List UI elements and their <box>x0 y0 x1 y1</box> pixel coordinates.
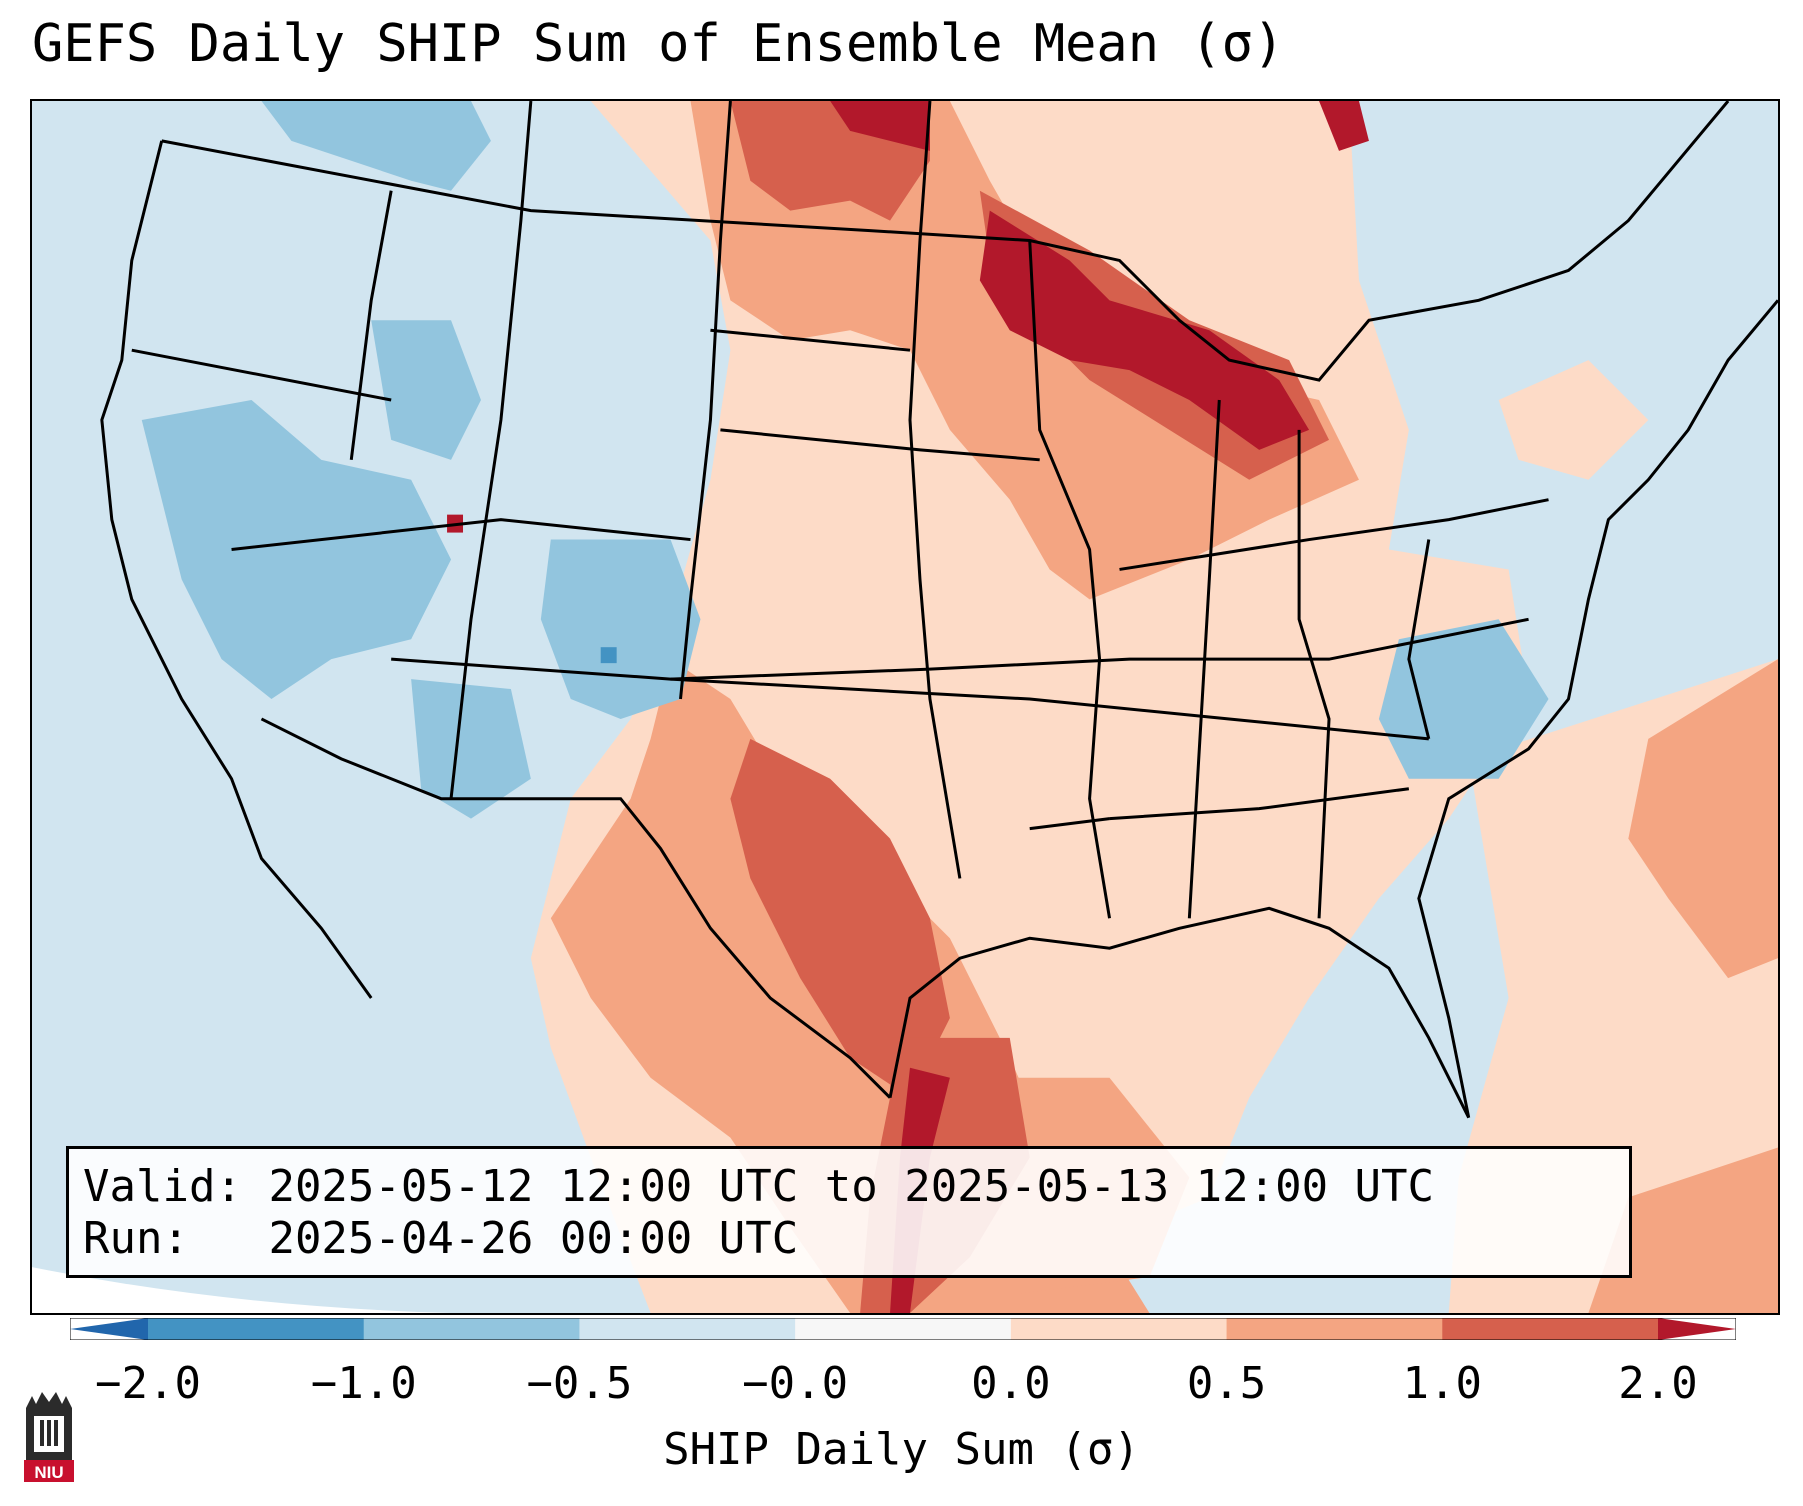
logo-text: NIU <box>34 1463 63 1482</box>
valid-time-range: 2025-05-12 12:00 UTC to 2025-05-13 12:00… <box>268 1161 1435 1212</box>
colorbar-tick-label: 0.5 <box>1186 1358 1267 1409</box>
colorbar-segment <box>1442 1318 1659 1340</box>
colorbar-tick-label: −0.0 <box>742 1358 849 1409</box>
map-panel <box>30 99 1780 1315</box>
colorbar-tick-label: −1.0 <box>310 1358 417 1409</box>
valid-label: Valid: <box>83 1161 242 1212</box>
page-title: GEFS Daily SHIP Sum of Ensemble Mean (σ) <box>32 14 1285 74</box>
run-time: 2025-04-26 00:00 UTC <box>268 1213 799 1264</box>
colorbar-segment <box>579 1318 796 1340</box>
colorbar-tick-label: −2.0 <box>95 1358 201 1409</box>
colorbar-tick-label: −0.5 <box>526 1358 633 1409</box>
colorbar-label: SHIP Daily Sum (σ) <box>663 1424 1140 1475</box>
outside-domain-area <box>32 1267 452 1313</box>
colorbar <box>70 1318 1736 1340</box>
colorbar-segments <box>148 1318 1659 1340</box>
colorbar-extend-high <box>1658 1318 1736 1340</box>
colorbar-segment <box>148 1318 365 1340</box>
colorbar-segment <box>363 1318 580 1340</box>
colorbar-segment <box>1010 1318 1228 1340</box>
colorbar-tick-label: 0.0 <box>971 1358 1051 1409</box>
map-canvas <box>32 101 1778 1313</box>
run-label: Run: <box>83 1213 189 1264</box>
state-borders <box>100 101 1778 1119</box>
validity-info-box: Valid: 2025-05-12 12:00 UTC to 2025-05-1… <box>66 1146 1632 1278</box>
colorbar-extend-low <box>70 1318 148 1340</box>
colorbar-segment <box>1226 1318 1443 1340</box>
colorbar-tick-label: 1.0 <box>1402 1358 1483 1409</box>
colorbar-segment <box>795 1318 1012 1340</box>
colorbar-tick-label: 2.0 <box>1618 1358 1698 1409</box>
niu-logo: NIU <box>24 1392 74 1482</box>
